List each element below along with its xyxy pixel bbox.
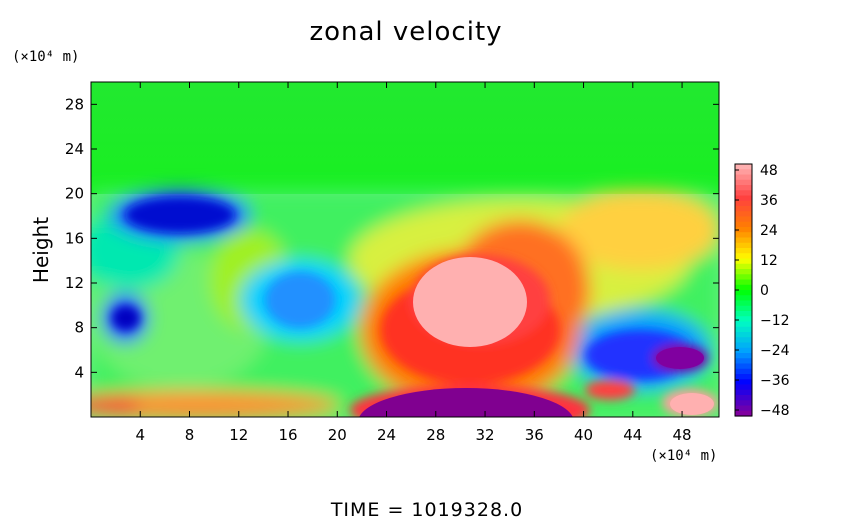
x-tick-label: 44 <box>623 426 642 444</box>
colorbar-segment <box>735 279 752 286</box>
y-tick-label: 4 <box>74 363 84 381</box>
colorbar-segment <box>735 410 752 417</box>
colorbar-segment <box>735 321 752 328</box>
colorbar-segment <box>735 169 752 176</box>
x-axis: 4 8 12 16 20 24 28 32 36 40 44 48 <box>135 82 692 444</box>
colorbar-tick-label: 48 <box>760 163 778 179</box>
colorbar-segment <box>735 300 752 307</box>
colorbar-tick-label: −36 <box>760 373 790 389</box>
colorbar-segment <box>735 227 752 233</box>
colorbar-segment <box>735 237 752 244</box>
colorbar-tick-label: 36 <box>760 193 778 209</box>
colorbar-segment <box>735 216 752 223</box>
x-tick-label: 28 <box>426 426 445 444</box>
colorbar-segment <box>735 206 752 212</box>
colorbar-segment <box>735 368 752 375</box>
colorbar-segment <box>735 337 752 344</box>
x-unit-label: (×10⁴ m) <box>650 448 717 464</box>
colorbar-segment <box>735 248 752 254</box>
colorbar-segment <box>735 269 752 275</box>
colorbar-tick-label: 24 <box>760 223 778 239</box>
x-tick-label: 4 <box>135 426 145 444</box>
x-tick-label: 32 <box>475 426 494 444</box>
colorbar-segment <box>735 326 752 333</box>
colorbar: 48 36 24 12 0 −12 −24 −36 −48 <box>734 163 790 419</box>
colorbar-segment <box>735 405 752 412</box>
colorbar-segment <box>735 284 752 291</box>
colorbar-tick-label: 12 <box>760 253 778 269</box>
y-tick-label: 8 <box>74 319 84 337</box>
colorbar-segment <box>735 174 752 181</box>
colorbar-segment <box>735 232 752 239</box>
x-tick-label: 36 <box>525 426 544 444</box>
time-label: TIME = 1019328.0 <box>330 499 523 519</box>
colorbar-segment <box>735 258 752 265</box>
x-tick-label: 8 <box>185 426 195 444</box>
colorbar-segment <box>735 358 752 365</box>
colorbar-tick-label: −48 <box>760 403 790 419</box>
colorbar-segment <box>735 211 752 218</box>
colorbar-tick-label: −12 <box>760 313 790 329</box>
y-tick-label: 28 <box>65 95 84 113</box>
colorbar-segment <box>735 253 752 260</box>
y-axis: 4 8 12 16 20 24 28 <box>65 95 719 381</box>
colorbar-segment <box>735 263 752 270</box>
chart-title: zonal velocity <box>309 17 502 47</box>
colorbar-segment <box>735 242 752 249</box>
colorbar-segment <box>735 353 752 359</box>
x-tick-label: 16 <box>278 426 297 444</box>
colorbar-segment <box>735 363 752 370</box>
x-tick-label: 12 <box>229 426 248 444</box>
colorbar-segment <box>735 384 752 391</box>
x-tick-label: 20 <box>328 426 347 444</box>
colorbar-segment <box>735 290 752 296</box>
colorbar-segment <box>735 190 752 197</box>
x-tick-label: 40 <box>574 426 593 444</box>
colorbar-segment <box>735 395 752 401</box>
colorbar-segment <box>735 185 752 191</box>
x-tick-label: 48 <box>673 426 692 444</box>
colorbar-segment <box>735 305 752 312</box>
colorbar-segment <box>735 164 752 170</box>
colorbar-segment <box>735 400 752 407</box>
y-tick-label: 20 <box>65 185 84 203</box>
colorbar-segment <box>735 295 752 302</box>
colorbar-segment <box>735 347 752 354</box>
colorbar-segment <box>735 342 752 349</box>
heatmap-field <box>91 82 719 417</box>
y-tick-label: 24 <box>65 140 84 158</box>
x-tick-label: 24 <box>377 426 396 444</box>
colorbar-segment <box>735 274 752 281</box>
colorbar-segment <box>735 374 752 380</box>
colorbar-tick-label: −24 <box>760 343 790 359</box>
colorbar-tick-label: 0 <box>760 283 769 299</box>
y-tick-label: 12 <box>65 274 84 292</box>
colorbar-segment <box>735 379 752 386</box>
colorbar-segment <box>735 316 752 323</box>
colorbar-segment <box>735 332 752 338</box>
colorbar-segment <box>735 179 752 186</box>
colorbar-segment <box>735 200 752 207</box>
colorbar-segment <box>735 221 752 228</box>
y-axis-label: Height <box>29 217 53 283</box>
plot-frame <box>90 81 720 418</box>
y-tick-label: 16 <box>65 229 84 247</box>
colorbar-segment <box>735 389 752 396</box>
colorbar-segment <box>735 195 752 202</box>
colorbar-segment <box>735 311 752 317</box>
y-unit-label: (×10⁴ m) <box>12 49 79 65</box>
